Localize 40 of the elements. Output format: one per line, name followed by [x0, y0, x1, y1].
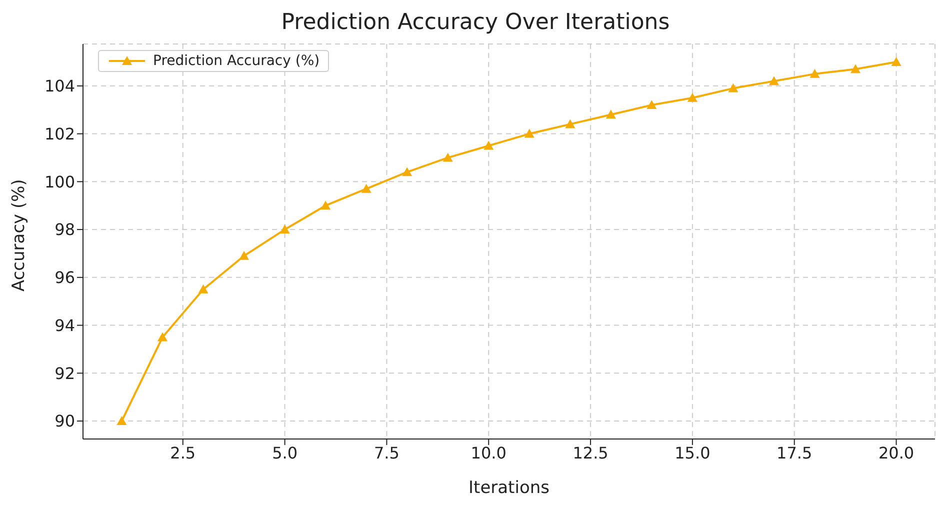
- point: [157, 332, 168, 342]
- point: [810, 68, 820, 78]
- y-tick-label: 98: [54, 220, 75, 240]
- point: [565, 119, 576, 128]
- point: [239, 250, 250, 260]
- x-tick-label: 10.0: [470, 443, 506, 462]
- point: [687, 92, 698, 102]
- point: [361, 184, 372, 193]
- y-tick-label: 94: [54, 316, 75, 335]
- point: [524, 128, 534, 138]
- point: [280, 224, 290, 234]
- point: [484, 140, 494, 150]
- y-tick-label: 104: [44, 76, 75, 96]
- y-tick-label: 102: [44, 124, 75, 144]
- y-tick-label: 96: [54, 268, 75, 288]
- point: [116, 416, 127, 426]
- x-tick-label: 12.5: [572, 443, 608, 462]
- x-tick-label: 5.0: [272, 443, 298, 462]
- x-tick-label: 2.5: [170, 443, 196, 462]
- point: [442, 152, 453, 162]
- point: [768, 76, 779, 86]
- point: [728, 83, 738, 92]
- point: [891, 56, 902, 66]
- chart-title: Prediction Accuracy Over Iterations: [280, 9, 671, 37]
- y-tick-label: 92: [54, 364, 75, 383]
- point: [320, 200, 331, 210]
- point: [198, 284, 208, 294]
- legend-label: Prediction Accuracy (%): [153, 53, 320, 69]
- point: [606, 110, 616, 119]
- x-axis-title: Iterations: [468, 478, 550, 498]
- x-tick-label: 20.0: [878, 443, 914, 462]
- y-tick-label: 100: [44, 172, 75, 192]
- point: [402, 167, 412, 176]
- y-axis-title: Accuracy (%): [9, 179, 30, 292]
- point: [850, 64, 861, 74]
- y-tick-label: 90: [54, 412, 75, 431]
- x-tick-label: 7.5: [374, 443, 400, 462]
- point: [646, 100, 657, 110]
- x-tick-label: 17.5: [776, 443, 812, 462]
- x-tick-label: 15.0: [674, 443, 710, 462]
